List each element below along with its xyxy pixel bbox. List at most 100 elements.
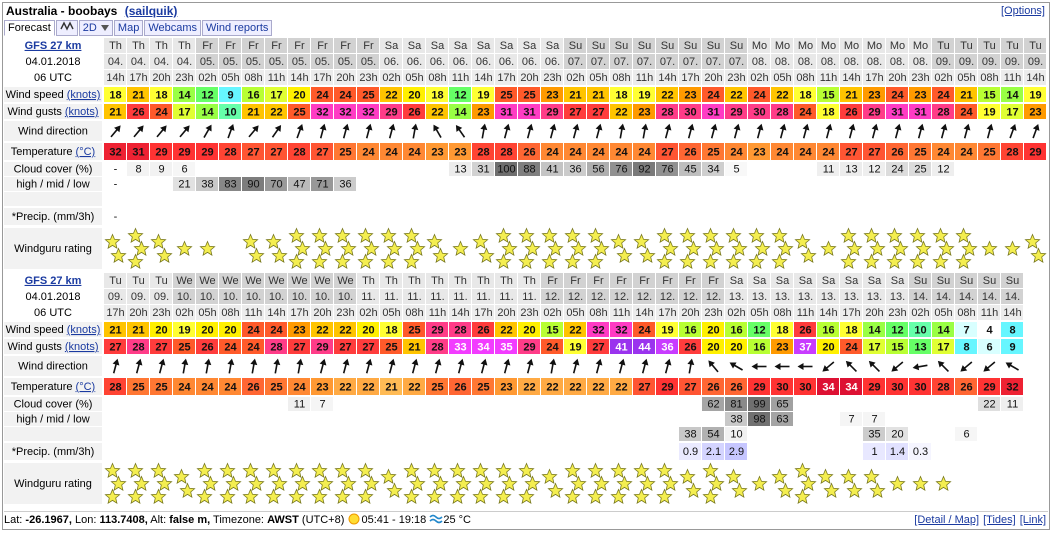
tab[interactable]: Forecast bbox=[4, 20, 55, 36]
star bbox=[639, 475, 656, 491]
date: 09. bbox=[1005, 56, 1020, 68]
hour: 20h bbox=[865, 307, 883, 319]
wind-speed: 18 bbox=[109, 89, 121, 101]
wind-speed: 22 bbox=[339, 324, 351, 336]
wind-gust-cell bbox=[196, 104, 218, 119]
hour: 14h bbox=[842, 72, 860, 84]
header-cell bbox=[426, 305, 448, 320]
header-cell bbox=[633, 54, 655, 69]
cloud-value: 71 bbox=[316, 178, 328, 190]
wind-speed: 23 bbox=[868, 89, 880, 101]
star bbox=[265, 233, 282, 249]
hour: 05h bbox=[198, 307, 216, 319]
graph-tab[interactable] bbox=[55, 20, 78, 36]
wind-arrow bbox=[365, 358, 373, 374]
star bbox=[685, 240, 702, 256]
wind-arrow bbox=[664, 123, 672, 139]
wind-speed: 22 bbox=[776, 89, 788, 101]
tab[interactable]: 2D bbox=[78, 20, 113, 36]
rating-stars bbox=[771, 468, 794, 498]
temperature-cell bbox=[426, 143, 448, 160]
arrow-head bbox=[641, 358, 649, 366]
temperature: 24 bbox=[201, 381, 214, 393]
unit-link: (°C) bbox=[76, 146, 96, 158]
arrow-head bbox=[296, 358, 304, 366]
cloud-value: 13 bbox=[845, 163, 857, 175]
wind-arrow bbox=[433, 124, 442, 138]
arrow-head bbox=[227, 358, 235, 366]
wind-gust-cell bbox=[127, 339, 149, 354]
hour: 17h bbox=[865, 72, 883, 84]
owner-link[interactable]: (sailquik) bbox=[124, 4, 178, 18]
temperature-cell bbox=[656, 378, 678, 395]
wind-speed-cell bbox=[909, 322, 931, 337]
star bbox=[702, 488, 719, 504]
model-link[interactable]: GFS 27 km bbox=[25, 275, 82, 287]
hour: 11h bbox=[636, 72, 654, 84]
header-cell bbox=[403, 305, 425, 320]
wind-speed: 20 bbox=[201, 324, 213, 336]
header-cell bbox=[495, 289, 517, 304]
arrow-head bbox=[137, 125, 144, 133]
options-link[interactable]: [Options] bbox=[1000, 5, 1045, 17]
day: Fr bbox=[225, 40, 236, 52]
star bbox=[271, 247, 288, 263]
hour: 02h bbox=[934, 72, 952, 84]
wind-speed-cell bbox=[472, 87, 494, 102]
wind-speed: 26 bbox=[477, 324, 489, 336]
temperature-cell bbox=[288, 378, 310, 395]
cloud-cell bbox=[288, 397, 310, 411]
arrow-head bbox=[687, 358, 695, 366]
wind-gust: 29 bbox=[730, 106, 742, 118]
day: Mo bbox=[821, 40, 836, 52]
wind-gust-cell bbox=[909, 339, 931, 354]
day: Tu bbox=[155, 275, 167, 287]
wind-gust-cell bbox=[334, 339, 356, 354]
star bbox=[955, 227, 972, 243]
header-cell bbox=[173, 289, 195, 304]
tides-link[interactable]: [Tides] bbox=[983, 514, 1016, 526]
tab[interactable]: Map bbox=[113, 20, 144, 36]
detail-link[interactable]: [Detail / Map] bbox=[914, 514, 980, 526]
rating-stars bbox=[265, 462, 288, 504]
header-cell bbox=[173, 54, 195, 69]
header-cell bbox=[679, 70, 701, 85]
star bbox=[432, 247, 449, 263]
hour: 08h bbox=[773, 307, 791, 319]
header-cell bbox=[150, 70, 172, 85]
rating-stars bbox=[748, 227, 771, 269]
link[interactable]: [Link] bbox=[1019, 514, 1046, 526]
star bbox=[616, 247, 633, 263]
header-cell bbox=[863, 273, 885, 288]
wind-speed: 15 bbox=[546, 324, 558, 336]
header-cell bbox=[909, 70, 931, 85]
header-cell bbox=[1024, 54, 1046, 69]
star bbox=[104, 462, 121, 478]
wind-gust-cell bbox=[1024, 104, 1046, 119]
cloud-cell bbox=[242, 177, 264, 191]
header-cell bbox=[541, 305, 563, 320]
label-cell bbox=[4, 378, 102, 395]
day: Mo bbox=[798, 40, 813, 52]
wind-speed-cell bbox=[702, 87, 724, 102]
wind-gust: 24 bbox=[247, 341, 260, 353]
star bbox=[961, 240, 978, 256]
model-link[interactable]: GFS 27 km bbox=[25, 40, 82, 52]
star bbox=[403, 227, 420, 243]
wind-arrow bbox=[156, 125, 167, 138]
header-cell bbox=[633, 70, 655, 85]
header-cell bbox=[1024, 70, 1046, 85]
run-date: 04.01.2018 bbox=[25, 291, 80, 303]
label-cell bbox=[4, 356, 102, 376]
arrow-head bbox=[983, 365, 991, 372]
temperature-cell bbox=[679, 378, 701, 395]
hour: 02h bbox=[382, 72, 400, 84]
tab[interactable]: Webcams bbox=[144, 20, 202, 36]
arrow-head bbox=[388, 358, 396, 366]
wind-speed-cell bbox=[104, 87, 126, 102]
tab[interactable]: Wind reports bbox=[202, 20, 273, 36]
rating-stars bbox=[518, 227, 541, 269]
star bbox=[150, 462, 167, 478]
wind-gust: 27 bbox=[109, 341, 121, 353]
temperature: 26 bbox=[707, 381, 719, 393]
